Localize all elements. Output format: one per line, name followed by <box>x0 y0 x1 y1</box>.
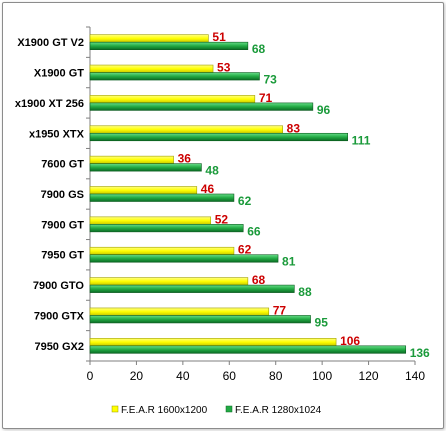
bar-series-2 <box>89 315 311 324</box>
data-label-series-2: 96 <box>317 103 331 117</box>
data-label-series-1: 71 <box>259 91 273 105</box>
bar-series-2 <box>89 163 202 172</box>
data-label-series-2: 88 <box>298 285 312 299</box>
bar-series-2 <box>89 345 407 354</box>
bar-series-1 <box>89 34 209 43</box>
data-label-series-2: 68 <box>252 42 266 56</box>
data-label-series-2: 111 <box>352 133 371 147</box>
bar-series-1 <box>89 64 214 73</box>
x-tick-label: 0 <box>87 369 94 383</box>
bar-series-1 <box>89 338 337 347</box>
data-label-series-1: 106 <box>340 334 360 348</box>
data-label-series-2: 73 <box>263 73 277 87</box>
data-label-series-1: 52 <box>215 212 229 226</box>
category-label: 7900 GTO <box>33 280 85 292</box>
legend-swatch-series-2 <box>225 405 233 413</box>
bar-series-2 <box>89 72 260 81</box>
bar-series-2 <box>89 284 295 293</box>
x-tick-label: 40 <box>176 369 190 383</box>
bar-series-1 <box>89 246 235 256</box>
data-label-series-1: 46 <box>201 182 215 196</box>
bar-series-2 <box>89 224 244 233</box>
x-tick-label: 140 <box>405 369 425 383</box>
bar-series-1 <box>89 216 212 225</box>
category-label: 7900 GT <box>41 219 84 231</box>
category-label: 7950 GT <box>41 250 84 262</box>
category-label: 7900 GTX <box>34 310 85 322</box>
legend-label-series-2: F.E.A.R 1280x1024 <box>235 405 322 416</box>
bar-series-2 <box>89 254 279 263</box>
x-tick-label: 120 <box>359 369 379 383</box>
category-label: 7950 GX2 <box>34 341 84 353</box>
legend: F.E.A.R 1600x1200 F.E.A.R 1280x1024 <box>111 405 322 416</box>
x-tick-label: 80 <box>269 369 283 383</box>
data-label-series-1: 51 <box>212 30 226 44</box>
bar-series-1 <box>89 125 283 134</box>
x-tick-label: 60 <box>223 369 237 383</box>
data-label-series-1: 62 <box>238 243 252 257</box>
bar-series-1 <box>89 277 249 286</box>
bar-series-2 <box>89 102 314 111</box>
plot-area: 0 20 40 60 80 100 120 140 X1900 GT V2 51 68 X1900 G… <box>15 26 430 383</box>
data-label-series-2: 48 <box>205 164 219 178</box>
category-label: x1900 XT 256 <box>15 98 84 110</box>
category-label: X1900 GT <box>34 68 84 80</box>
data-label-series-1: 83 <box>287 121 301 135</box>
x-tick-label: 20 <box>130 369 144 383</box>
data-label-series-1: 36 <box>178 152 192 166</box>
data-label-series-2: 62 <box>238 194 252 208</box>
bar-series-2 <box>89 132 348 142</box>
data-label-series-2: 66 <box>247 224 261 238</box>
data-label-series-1: 68 <box>252 273 266 287</box>
category-label: 7900 GS <box>41 189 84 201</box>
bar-series-1 <box>89 186 198 195</box>
bar-series-2 <box>89 41 249 50</box>
bar-series-1 <box>89 155 174 164</box>
data-label-series-1: 53 <box>217 61 231 75</box>
bar-series-1 <box>89 307 270 316</box>
data-label-series-2: 95 <box>315 315 329 329</box>
data-label-series-2: 136 <box>410 346 430 360</box>
bar-series-1 <box>89 95 256 104</box>
bar-series-2 <box>89 193 235 202</box>
category-label: 7600 GT <box>41 159 84 171</box>
data-label-series-2: 81 <box>282 255 296 269</box>
x-tick-label: 100 <box>312 369 332 383</box>
legend-label-series-1: F.E.A.R 1600x1200 <box>121 405 208 416</box>
category-label: x1950 XTX <box>29 128 85 140</box>
data-label-series-1: 77 <box>273 303 287 317</box>
legend-swatch-series-1 <box>111 405 119 413</box>
category-label: X1900 GT V2 <box>17 37 84 49</box>
